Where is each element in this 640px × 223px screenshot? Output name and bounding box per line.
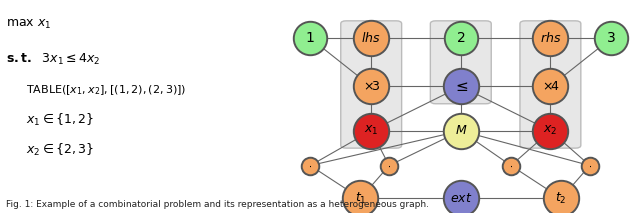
Point [384,164,394,167]
Point [305,164,316,167]
Text: Fig. 1: Example of a combinatorial problem and its representation as a heterogen: Fig. 1: Example of a combinatorial probl… [6,200,429,209]
Text: $\mathrm{TABLE}([x_1, x_2],[(1,2),(2,3)])$: $\mathrm{TABLE}([x_1, x_2],[(1,2),(2,3)]… [26,83,187,97]
Text: $x_1$: $x_1$ [364,124,378,137]
Text: $3$: $3$ [607,31,616,45]
Point [366,36,376,40]
Point [606,36,616,40]
Text: $\cdot$: $\cdot$ [588,161,592,171]
Text: $2$: $2$ [456,31,465,45]
Text: $\max\ x_1$: $\max\ x_1$ [6,18,51,31]
Point [366,85,376,88]
Text: $x_1 \in \{1, 2\}$: $x_1 \in \{1, 2\}$ [26,112,95,128]
Point [506,164,516,167]
Text: $1$: $1$ [305,31,315,45]
Text: $\times\!3$: $\times\!3$ [362,80,380,93]
Text: $\leq$: $\leq$ [452,79,469,94]
Point [545,129,556,133]
Point [456,85,466,88]
Text: $\cdot$: $\cdot$ [308,161,312,171]
Text: $t_1$: $t_1$ [355,191,366,206]
Text: $x_2$: $x_2$ [543,124,557,137]
FancyBboxPatch shape [340,21,402,148]
Point [456,196,466,200]
FancyBboxPatch shape [520,21,581,148]
Text: $x_2 \in \{2, 3\}$: $x_2 \in \{2, 3\}$ [26,142,95,158]
Text: $ext$: $ext$ [450,192,472,205]
Text: $t_2$: $t_2$ [556,191,567,206]
Point [456,36,466,40]
Point [305,36,316,40]
Text: $rhs$: $rhs$ [540,31,561,45]
Text: $\times\!4$: $\times\!4$ [541,80,559,93]
Text: $\cdot$: $\cdot$ [509,161,513,171]
Text: $\mathbf{s.t.}\ \ 3x_1 \leq 4x_2$: $\mathbf{s.t.}\ \ 3x_1 \leq 4x_2$ [6,52,100,67]
Point [456,129,466,133]
Text: $M$: $M$ [454,124,467,137]
Text: $lhs$: $lhs$ [362,31,381,45]
Point [556,196,566,200]
Text: $\cdot$: $\cdot$ [387,161,391,171]
Point [545,85,556,88]
Point [585,164,595,167]
Point [366,129,376,133]
Point [545,36,556,40]
FancyBboxPatch shape [430,21,492,104]
Point [355,196,365,200]
